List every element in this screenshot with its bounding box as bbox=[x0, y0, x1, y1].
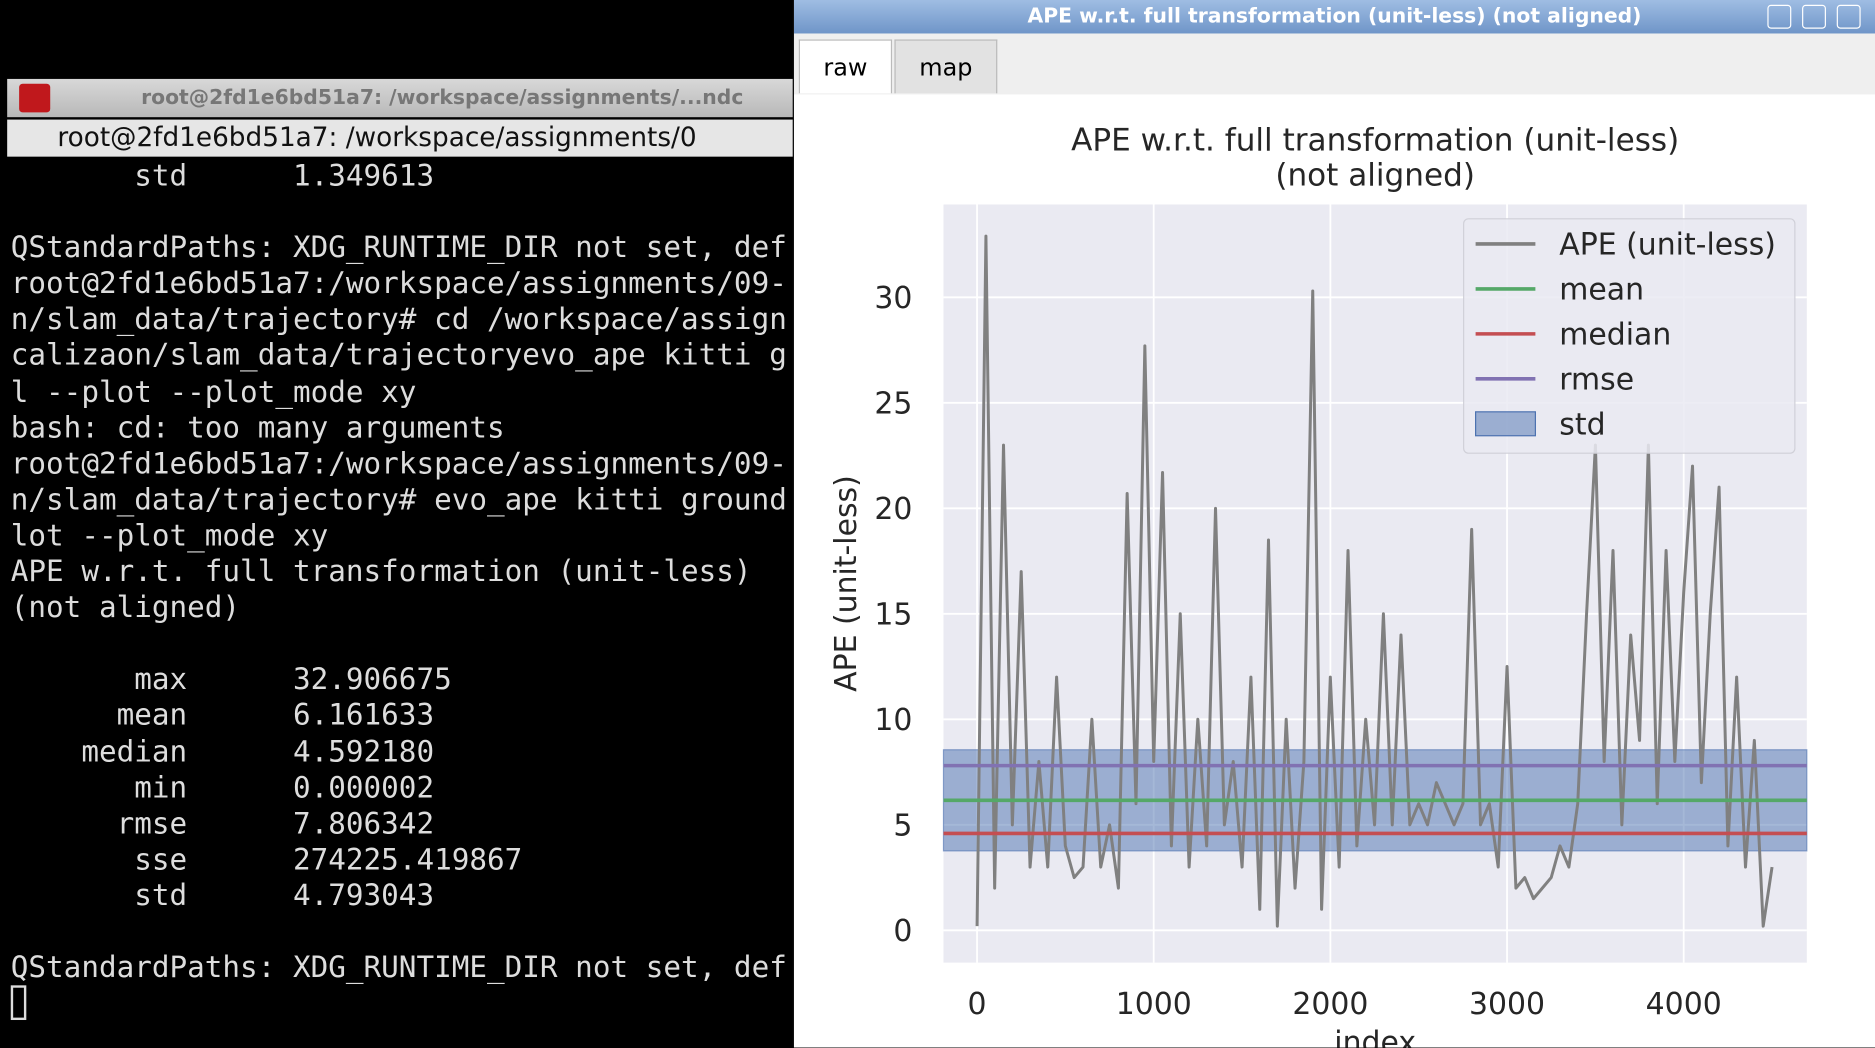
chart-title: APE w.r.t. full transformation (unit-les… bbox=[1071, 123, 1679, 159]
plot-window: APE w.r.t. full transformation (unit-les… bbox=[794, 0, 1875, 1048]
y-tick-label: 30 bbox=[874, 281, 912, 316]
terminal: root@2fd1e6bd51a7: /workspace/assignment… bbox=[0, 0, 793, 1048]
tab[interactable]: raw bbox=[798, 39, 893, 94]
terminal-line: l --plot --plot_mode xy bbox=[10, 373, 417, 409]
terminal-line: calizaon/slam_data/trajectoryevo_ape kit… bbox=[10, 337, 787, 373]
legend-swatch bbox=[1475, 411, 1536, 437]
legend-label: mean bbox=[1559, 273, 1644, 308]
y-tick-label: 5 bbox=[893, 809, 912, 844]
terminal-line: root@2fd1e6bd51a7:/workspace/assignments… bbox=[10, 265, 787, 301]
maximize-button[interactable] bbox=[1802, 4, 1826, 29]
x-tick-label: 4000 bbox=[1646, 987, 1722, 1022]
terminal-line: rmse 7.806342 bbox=[10, 805, 435, 841]
window-titlebar: APE w.r.t. full transformation (unit-les… bbox=[794, 0, 1875, 34]
terminal-header: root@2fd1e6bd51a7: /workspace/assignment… bbox=[7, 119, 793, 157]
terminal-line: min 0.000002 bbox=[10, 769, 435, 805]
tab[interactable]: map bbox=[894, 39, 998, 94]
terminal-line: std 1.349613 bbox=[10, 157, 435, 193]
chart: APE w.r.t. full transformation (unit-les… bbox=[794, 94, 1875, 1048]
terminal-line: max 32.906675 bbox=[10, 661, 452, 697]
blank-line bbox=[11, 914, 793, 950]
minimize-button[interactable] bbox=[1767, 4, 1792, 29]
blank-line bbox=[11, 194, 793, 230]
terminal-line: (not aligned) bbox=[10, 589, 241, 625]
terminal-line: root@2fd1e6bd51a7:/workspace/assignments… bbox=[10, 445, 787, 481]
x-tick-label: 3000 bbox=[1469, 987, 1545, 1022]
legend: APE (unit-less) mean median rmse std bbox=[1463, 218, 1796, 454]
chart-title: (not aligned) bbox=[1275, 157, 1475, 193]
legend-label: APE (unit-less) bbox=[1559, 228, 1776, 263]
blank-line bbox=[11, 626, 793, 662]
legend-label: rmse bbox=[1559, 363, 1634, 398]
terminal-line: bash: cd: too many arguments bbox=[10, 409, 505, 445]
terminal-line: median 4.592180 bbox=[10, 733, 435, 769]
x-tick-label: 0 bbox=[968, 987, 987, 1022]
y-tick-label: 20 bbox=[874, 492, 912, 527]
terminal-titlebar: root@2fd1e6bd51a7: /workspace/assignment… bbox=[7, 78, 793, 118]
terminal-line: APE w.r.t. full transformation (unit-les… bbox=[10, 553, 752, 589]
x-axis-label: index bbox=[1334, 1025, 1416, 1047]
terminal-line: lot --plot_mode xy bbox=[10, 517, 329, 553]
terminal-line: QStandardPaths: XDG_RUNTIME_DIR not set,… bbox=[10, 949, 787, 985]
y-tick-label: 25 bbox=[874, 387, 912, 422]
terminal-output: std 1.349613 QStandardPaths: XDG_RUNTIME_… bbox=[11, 158, 793, 986]
terminal-line: QStandardPaths: XDG_RUNTIME_DIR not set,… bbox=[10, 229, 787, 265]
x-tick-label: 2000 bbox=[1292, 987, 1368, 1022]
legend-label: median bbox=[1559, 318, 1671, 353]
terminal-header-text: root@2fd1e6bd51a7: /workspace/assignment… bbox=[57, 123, 697, 154]
x-tick-label: 1000 bbox=[1116, 987, 1192, 1022]
terminal-line: n/slam_data/trajectory# cd /workspace/as… bbox=[10, 301, 787, 337]
terminal-line: sse 274225.419867 bbox=[10, 841, 523, 877]
terminal-line: std 4.793043 bbox=[10, 877, 435, 913]
cursor bbox=[10, 985, 27, 1021]
y-tick-label: 0 bbox=[893, 914, 912, 949]
y-axis-label: APE (unit-less) bbox=[829, 475, 864, 692]
data-line bbox=[975, 234, 1774, 928]
window-title: APE w.r.t. full transformation (unit-les… bbox=[1027, 4, 1642, 29]
y-tick-label: 10 bbox=[874, 703, 912, 738]
terminal-icon bbox=[19, 83, 51, 113]
legend-label: std bbox=[1559, 408, 1605, 443]
terminal-line: mean 6.161633 bbox=[10, 697, 435, 733]
terminal-title: root@2fd1e6bd51a7: /workspace/assignment… bbox=[141, 86, 744, 111]
terminal-line: n/slam_data/trajectory# evo_ape kitti gr… bbox=[10, 481, 787, 517]
y-tick-label: 15 bbox=[874, 598, 912, 633]
close-button[interactable] bbox=[1836, 4, 1861, 29]
legend-box bbox=[1463, 218, 1796, 454]
